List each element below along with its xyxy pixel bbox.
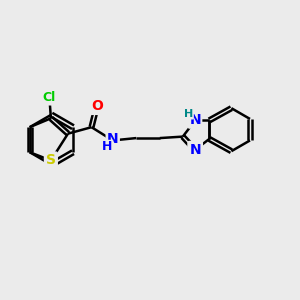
Text: N: N <box>189 143 201 157</box>
Text: S: S <box>46 154 56 167</box>
Text: N: N <box>107 132 118 146</box>
Text: H: H <box>102 140 112 153</box>
Text: H: H <box>184 109 193 119</box>
Text: Cl: Cl <box>43 91 56 103</box>
Text: N: N <box>189 113 201 128</box>
Text: O: O <box>91 99 103 113</box>
